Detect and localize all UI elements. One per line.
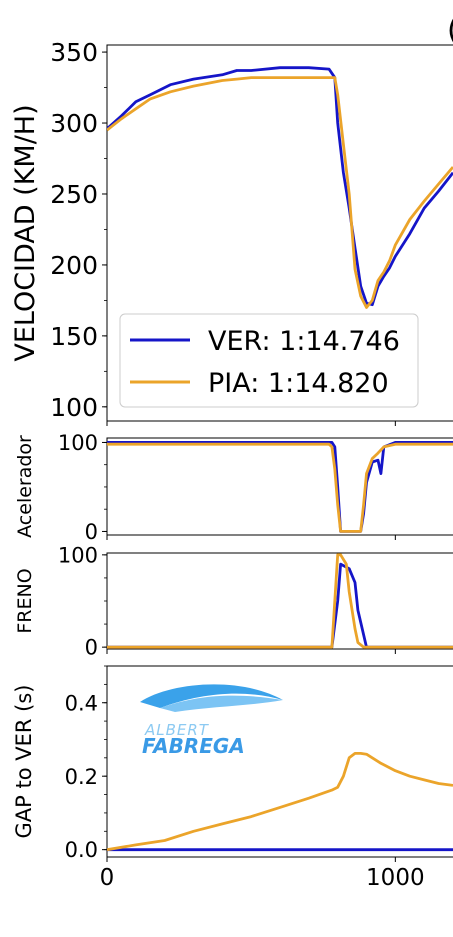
panel-1: 100 150 200 250 300 350 VELOCIDAD (KM/H) VER: 1… (10, 38, 453, 426)
y-tick-label: 250 (50, 180, 98, 209)
y-tick-label: 0.2 (65, 765, 98, 789)
y-axis-label: GAP to VER (s) (12, 685, 36, 839)
y-tick-label: 0.0 (65, 838, 98, 862)
y-tick-label: 350 (50, 38, 98, 67)
series-line-ver (107, 562, 453, 649)
y-tick-label: 0 (85, 636, 98, 660)
y-tick-label: 100 (50, 393, 98, 422)
y-tick-label: 0.4 (65, 691, 98, 715)
series-group (107, 66, 453, 309)
series-line-ver (107, 66, 453, 307)
logo-swoosh-tail-icon (160, 695, 283, 712)
title-fragment: ( (447, 13, 453, 48)
logo-line2: FABREGA (142, 734, 245, 758)
series-line-ver (107, 440, 453, 533)
y-axis-label: Acelerador (14, 435, 36, 538)
series-group (107, 440, 453, 533)
panel-2: 0 100 Acelerador (14, 431, 453, 544)
y-axis-label: VELOCIDAD (KM/H) (10, 104, 41, 361)
y-axis-label: FRENO (14, 568, 36, 633)
panel-frame (106, 665, 453, 858)
series-line-pia (107, 752, 453, 852)
panel-frame (106, 437, 453, 536)
series-group (107, 553, 453, 649)
y-tick-label: 0 (85, 520, 98, 544)
series-line-pia (107, 442, 453, 533)
series-group (107, 752, 453, 852)
panel-frame (106, 552, 453, 650)
panel-4: 0.0 0.2 0.4 0 1000 GAP to VER (s) (12, 665, 453, 891)
y-tick-label: 200 (50, 251, 98, 280)
x-tick-label: 0 (100, 865, 115, 891)
x-tick-label: 1000 (366, 865, 425, 891)
panel-3: 0 100 FRENO (14, 543, 453, 660)
legend-label-pia: PIA: 1:14.820 (208, 368, 389, 399)
y-tick-label: 150 (50, 322, 98, 351)
y-tick-label: 300 (50, 109, 98, 138)
y-tick-label: 100 (58, 543, 98, 567)
legend-label-ver: VER: 1:14.746 (208, 326, 400, 357)
albert-fabrega-logo: ALBERT FABREGA (140, 684, 283, 758)
logo-line1: ALBERT (144, 721, 210, 739)
logo-swoosh-icon (140, 684, 283, 708)
chart-panels: 100 150 200 250 300 350 VELOCIDAD (KM/H) VER: 1… (10, 38, 453, 891)
series-line-pia (107, 553, 453, 649)
panel-frame (106, 44, 453, 422)
legend: VER: 1:14.746 PIA: 1:14.820 (119, 313, 419, 408)
y-tick-label: 100 (58, 431, 98, 455)
series-line-pia (107, 76, 453, 309)
legend-box (119, 313, 419, 408)
